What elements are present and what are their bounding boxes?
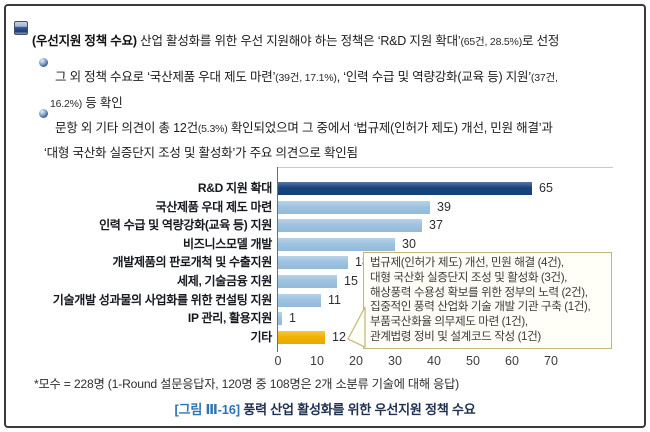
category-label: 국산제품 우대 제도 마련 [155, 200, 272, 214]
value-label: 1 [289, 311, 296, 325]
bullet-3-line-2: ‘대형 국산화 실증단지 조성 및 활성화’가 주요 의견으로 확인됨 [44, 142, 358, 161]
footnote: *모수 = 228명 (1-Round 설문응답자, 120명 중 108명은 … [34, 377, 460, 391]
x-tick: 0 [274, 354, 282, 368]
bullet-2-line-1: 그 외 정책 수요로 ‘국산제품 우대 제도 마련’(39건, 17.1%), … [55, 66, 558, 85]
value-label: 65 [539, 181, 553, 195]
bullet-1-line: (우선지원 정책 수요) 산업 활성화를 위한 우선 지원해야 하는 정책은 ‘… [32, 30, 559, 49]
bullet-2-stat-2: (37건, [530, 71, 558, 84]
bar [278, 182, 532, 195]
bullet-3-text-3: ‘대형 국산화 실증단지 조성 및 활성화’가 주요 의견으로 확인됨 [44, 145, 358, 160]
bar [278, 256, 348, 269]
y-axis-line [277, 167, 278, 352]
blue-sphere-bullet-icon [39, 58, 48, 67]
value-label: 15 [344, 274, 358, 288]
bullet-2-text: 그 외 정책 수요로 ‘국산제품 우대 제도 마련’ [55, 69, 276, 84]
bullet-1-heading: (우선지원 정책 수요) [32, 33, 137, 48]
category-label: 기타 [250, 330, 273, 344]
callout-pointer-icon [347, 306, 366, 348]
category-label: IP 관리, 활용지원 [187, 311, 272, 325]
bar [278, 312, 282, 325]
bar [278, 201, 430, 214]
category-label: 기술개발 성과물의 사업화를 위한 컨설팅 지원 [52, 293, 273, 307]
category-label: 개발제품의 판로개척 및 수출지원 [112, 255, 273, 269]
bullet-3-text: 문항 외 기타 의견이 총 12건 [55, 120, 198, 135]
x-tick: 30 [388, 354, 402, 368]
x-tick: 20 [349, 354, 363, 368]
x-tick: 10 [310, 354, 324, 368]
category-label: 인력 수급 및 역량강화(교육 등) 지원 [99, 218, 272, 232]
callout-line: 법규제(인허가 제도) 개선, 민원 해결 (4건), [370, 256, 564, 269]
value-label: 30 [402, 237, 416, 251]
bullet-1-stat: (65건, 28.5%) [460, 35, 522, 48]
value-label: 37 [429, 218, 443, 232]
callout-line: 해상풍력 수용성 확보를 위한 정부의 노력 (2건), [370, 285, 588, 299]
callout-line: 집중적인 풍력 산업화 기술 개발 기관 구축 (1건), [370, 300, 591, 314]
category-label: 세제, 기술금융 지원 [176, 274, 272, 288]
x-tick: 70 [544, 354, 558, 368]
value-label: 11 [328, 293, 341, 307]
value-label: 12 [332, 330, 346, 344]
category-label: 비즈니스모델 개발 [183, 237, 272, 251]
bullet-3-stat: (5.3%) [197, 122, 228, 135]
figure-title: 풍력 산업 활성화를 위한 우선지원 정책 수요 [243, 402, 476, 417]
category-label: R&D 지원 확대 [197, 181, 272, 195]
bar [278, 238, 395, 251]
bullet-3-text-2: 확인되었으며 그 중에서 ‘법규제(인허가 제도) 개선, 민원 해결’과 [227, 120, 553, 135]
bar [278, 331, 325, 344]
bullet-1-tail: 로 선정 [522, 33, 560, 48]
blue-square-bullet-icon [14, 21, 28, 35]
bullet-2-stat-1: (39건, 17.1%) [275, 71, 337, 84]
other-opinions-callout-box: 법규제(인허가 제도) 개선, 민원 해결 (4건), 대형 국산화 실증단지 … [363, 252, 612, 349]
bullet-1-text: 산업 활성화를 위한 우선 지원해야 하는 정책은 ‘R&D 지원 확대’ [136, 33, 461, 48]
bullet-3-line-1: 문항 외 기타 의견이 총 12건(5.3%) 확인되었으며 그 중에서 ‘법규… [55, 117, 553, 136]
plot-area-top-border [277, 167, 613, 168]
figure-caption: [그림 Ⅲ-16] 풍력 산업 활성화를 위한 우선지원 정책 수요 [0, 399, 650, 418]
bullet-2-stat-3: 16.2%) [50, 97, 83, 110]
value-label: 39 [437, 200, 451, 214]
x-tick: 40 [427, 354, 441, 368]
figure-number: [그림 Ⅲ-16] [174, 402, 240, 417]
x-tick: 50 [466, 354, 480, 368]
callout-line: 대형 국산화 실증단지 조성 및 활성화 (3건), [370, 270, 567, 284]
callout-line: 부품국산화율 의무제도 마련 (1건), [370, 315, 528, 329]
x-tick: 60 [505, 354, 519, 368]
bar [278, 275, 337, 288]
bullet-2-text-3: 등 확인 [82, 95, 123, 110]
bullet-2-text-2: , ‘인력 수급 및 역량강화(교육 등) 지원’ [336, 69, 531, 84]
bar [278, 294, 321, 307]
bullet-2-line-2: 16.2%) 등 확인 [50, 92, 123, 111]
blue-sphere-bullet-icon [39, 109, 48, 118]
callout-line: 관계법령 정비 및 설계코드 작성 (1건) [370, 329, 541, 343]
bar [278, 219, 422, 232]
